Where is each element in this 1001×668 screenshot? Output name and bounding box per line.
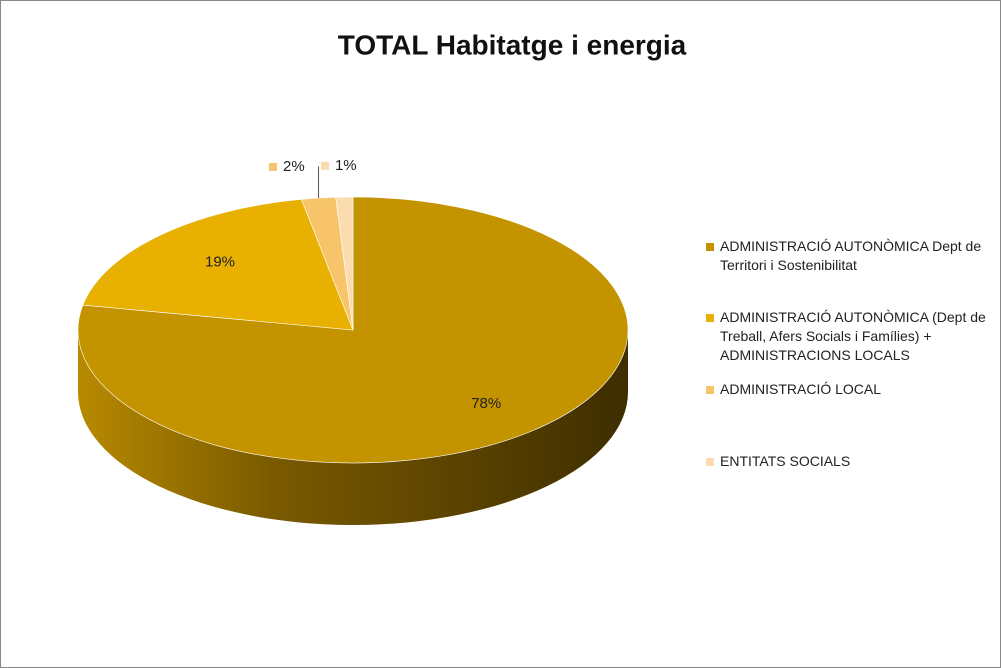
slice <box>335 196 354 331</box>
legend-label: ADMINISTRACIÓ AUTONÒMICA (Dept de Trebal… <box>720 309 986 363</box>
slice <box>77 196 629 464</box>
label-swatch <box>320 161 329 170</box>
slice <box>82 199 354 331</box>
slice-side <box>78 330 628 525</box>
legend-label: ADMINISTRACIÓ LOCAL <box>720 381 882 397</box>
legend-swatch <box>706 314 714 322</box>
data-label: 2% <box>283 158 305 175</box>
chart-title: TOTAL Habitatge i energia <box>338 29 687 60</box>
legend-item: ADMINISTRACIÓ AUTONÒMICA Dept de Territo… <box>706 237 998 275</box>
legend-swatch <box>706 243 714 251</box>
label-swatch <box>190 258 199 267</box>
data-label: 78% <box>471 395 501 412</box>
legend-swatch <box>706 458 714 466</box>
legend-swatch <box>706 386 714 394</box>
legend-item: ENTITATS SOCIALS <box>706 452 998 471</box>
legend-label: ADMINISTRACIÓ AUTONÒMICA Dept de Territo… <box>720 238 982 273</box>
data-label: 1% <box>335 157 357 174</box>
legend-label: ENTITATS SOCIALS <box>720 453 851 469</box>
legend-item: ADMINISTRACIÓ AUTONÒMICA (Dept de Trebal… <box>706 308 998 365</box>
label-swatch <box>269 162 278 171</box>
data-label: 19% <box>205 253 235 270</box>
label-swatch <box>457 399 466 408</box>
legend-item: ADMINISTRACIÓ LOCAL <box>706 380 998 399</box>
